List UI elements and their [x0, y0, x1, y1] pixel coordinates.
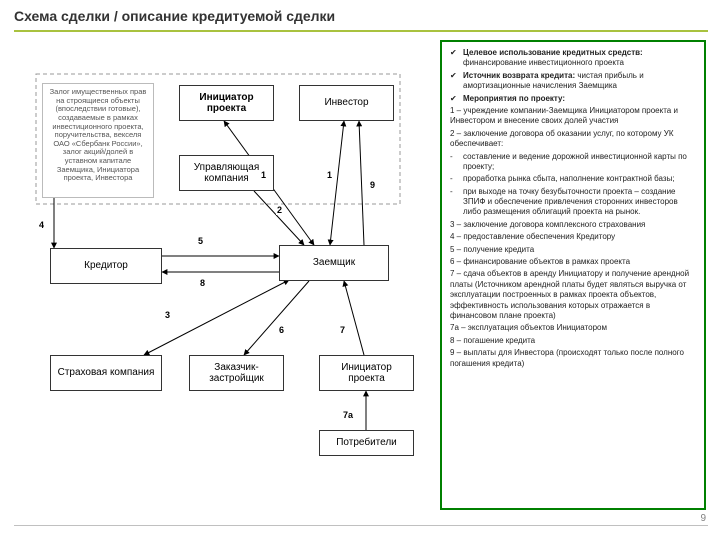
info-item: ✔Целевое использование кредитных средств…	[450, 48, 696, 69]
info-item: 4 – предоставление обеспечения Кредитору	[450, 232, 696, 242]
info-item: 6 – финансирование объектов в рамках про…	[450, 257, 696, 267]
node-borrower: Заемщик	[279, 245, 389, 281]
check-icon: ✔	[450, 48, 460, 69]
edge-label-1: 1	[326, 170, 333, 180]
collateral-note: Залог имущественных прав на строящиеся о…	[42, 83, 154, 198]
accent-line	[14, 30, 708, 32]
info-item: 7 – сдача объектов в аренду Инициатору и…	[450, 269, 696, 321]
check-icon: ✔	[450, 71, 460, 92]
page-title: Схема сделки / описание кредитуемой сдел…	[14, 8, 335, 24]
edge-label-1: 1	[260, 170, 267, 180]
info-item: ✔Источник возврата кредита: чистая прибы…	[450, 71, 696, 92]
info-item: 5 – получение кредита	[450, 245, 696, 255]
node-initiator_bot: Инициатор проекта	[319, 355, 414, 391]
info-item: -при выходе на точку безубыточности прое…	[450, 187, 696, 218]
node-insurance: Страховая компания	[50, 355, 162, 391]
info-item: -проработка рынка сбыта, наполнение конт…	[450, 174, 696, 184]
check-icon: ✔	[450, 94, 460, 104]
info-item: 9 – выплаты для Инвестора (происходят то…	[450, 348, 696, 369]
page: Схема сделки / описание кредитуемой сдел…	[0, 0, 720, 540]
page-number: 9	[700, 513, 706, 524]
edge-label-3: 3	[164, 310, 171, 320]
info-panel: ✔Целевое использование кредитных средств…	[440, 40, 706, 510]
edge-label-9: 9	[369, 180, 376, 190]
transaction-diagram: Залог имущественных прав на строящиеся о…	[14, 40, 432, 500]
node-builder: Заказчик-застройщик	[189, 355, 284, 391]
info-item: ✔Мероприятия по проекту:	[450, 94, 696, 104]
footer-line	[14, 525, 708, 526]
edge-label-7а: 7а	[342, 410, 354, 420]
edge-label-8: 8	[199, 278, 206, 288]
node-consumers: Потребители	[319, 430, 414, 456]
edge-label-4: 4	[38, 220, 45, 230]
node-investor: Инвестор	[299, 85, 394, 121]
info-item: 3 – заключение договора комплексного стр…	[450, 220, 696, 230]
edge-label-2: 2	[276, 205, 283, 215]
info-item: 2 – заключение договора об оказании услу…	[450, 129, 696, 150]
info-item: 1 – учреждение компании-Заемщика Инициат…	[450, 106, 696, 127]
info-item: -составление и ведение дорожной инвестиц…	[450, 152, 696, 173]
edge-label-6: 6	[278, 325, 285, 335]
edge-label-5: 5	[197, 236, 204, 246]
node-creditor: Кредитор	[50, 248, 162, 284]
info-item: 7а – эксплуатация объектов Инициатором	[450, 323, 696, 333]
edge-label-7: 7	[339, 325, 346, 335]
node-initiator_top: Инициатор проекта	[179, 85, 274, 121]
info-item: 8 – погашение кредита	[450, 336, 696, 346]
